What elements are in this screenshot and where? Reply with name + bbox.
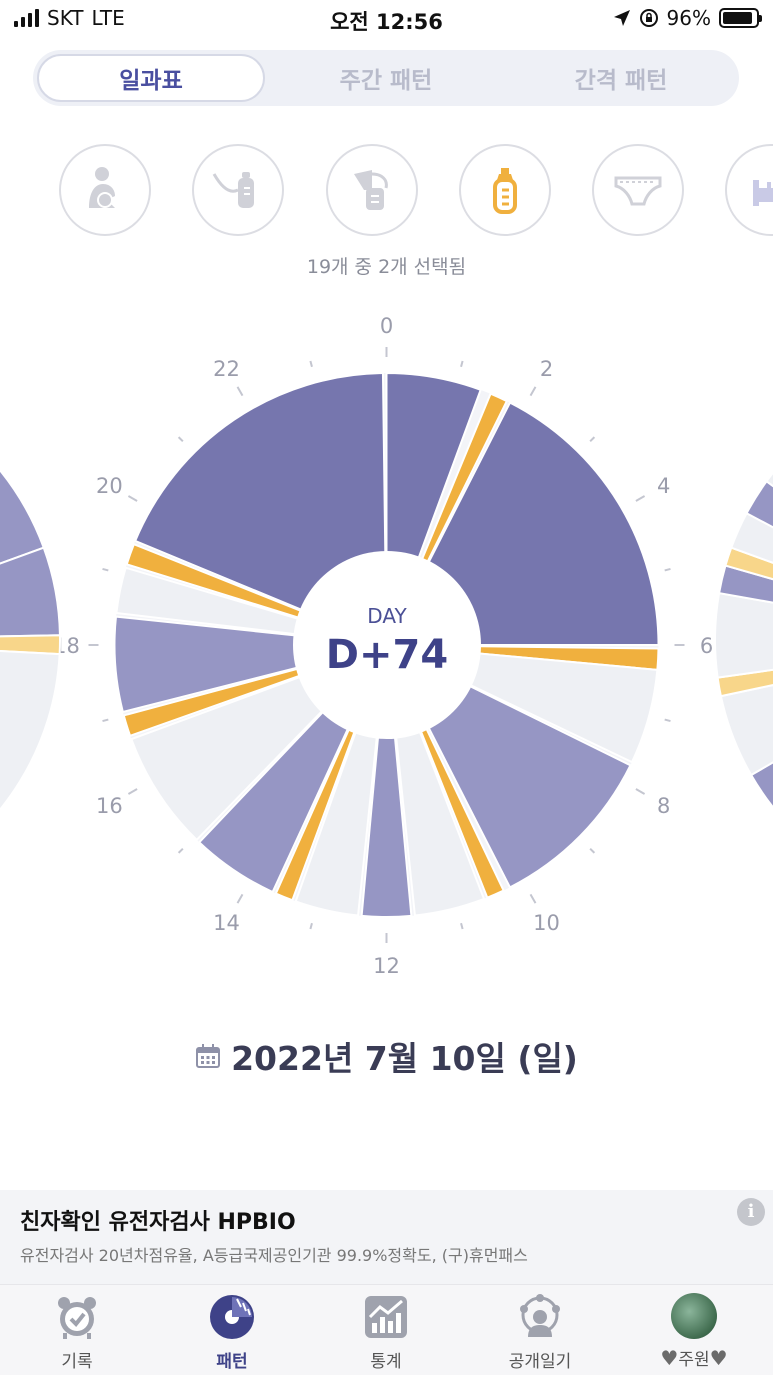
- category-nursing[interactable]: [59, 144, 151, 236]
- hour-label: 4: [657, 474, 670, 498]
- hour-tick: [309, 360, 313, 368]
- tab-statistics-label: 통계: [370, 1352, 402, 1372]
- public-diary-icon: [520, 1294, 560, 1337]
- info-icon[interactable]: i: [737, 1198, 765, 1226]
- ad-banner[interactable]: 친자확인 유전자검사 HPBIO 유전자검사 20년차점유율, A등급국제공인기…: [0, 1190, 773, 1284]
- ad-title: 친자확인 유전자검사 HPBIO: [20, 1210, 296, 1235]
- hour-tick: [177, 847, 184, 854]
- hour-tick: [309, 922, 313, 930]
- avatar: [671, 1293, 717, 1339]
- heart-icon: ♥: [660, 1346, 679, 1370]
- day-label: DAY: [367, 604, 407, 628]
- hour-tick: [236, 386, 244, 397]
- tab-profile[interactable]: ♥주원♥: [634, 1293, 754, 1370]
- status-bar: SKT LTE 오전 12:56 96%: [0, 0, 773, 40]
- view-segment-control: 일과표 주간 패턴 간격 패턴: [33, 50, 739, 106]
- tab-interval-pattern[interactable]: 간격 패턴: [574, 68, 668, 94]
- hour-tick: [635, 495, 646, 502]
- category-bed[interactable]: [725, 144, 773, 236]
- hour-label: 12: [373, 954, 400, 978]
- statistics-icon: [365, 1296, 407, 1338]
- hour-tick: [102, 718, 109, 723]
- hour-tick: [664, 567, 671, 572]
- hour-tick: [589, 847, 596, 854]
- signal-strength-icon: [14, 9, 39, 27]
- hour-tick: [236, 893, 244, 904]
- hour-tick: [102, 567, 109, 572]
- diaper-icon: [614, 176, 662, 206]
- network-type: LTE: [91, 6, 125, 30]
- breast-milk-bottle-icon: [212, 172, 254, 208]
- clock-segment-sleep[interactable]: [360, 644, 413, 918]
- hour-tick: [127, 788, 138, 795]
- selection-count: 19개 중 2개 선택됨: [306, 256, 467, 278]
- tab-record-label: 기록: [61, 1352, 93, 1372]
- hour-label: 6: [700, 634, 713, 658]
- selected-date: 2022년 7월 10일 (일): [231, 1039, 578, 1078]
- hour-label: 2: [540, 357, 553, 381]
- hour-label: 16: [96, 794, 123, 818]
- previous-day-wheel[interactable]: [0, 430, 773, 850]
- date-selector[interactable]: 2022년 7월 10일 (일): [0, 1032, 773, 1080]
- tab-weekly-pattern[interactable]: 주간 패턴: [339, 68, 433, 94]
- location-arrow-icon: [613, 10, 630, 26]
- hour-tick: [589, 436, 596, 443]
- bottom-tab-bar: 기록 패턴 통계 공개일기 ♥주원♥: [0, 1284, 773, 1375]
- carrier-name: SKT: [47, 6, 84, 30]
- battery-icon: [719, 8, 762, 28]
- hour-tick: [177, 436, 184, 443]
- hour-label: 8: [657, 794, 670, 818]
- day-count: D+74: [325, 632, 449, 678]
- alarm-clock-icon: [58, 1297, 96, 1339]
- tab-pattern[interactable]: 패턴: [172, 1293, 292, 1372]
- pattern-chart-icon: [210, 1295, 254, 1339]
- hour-tick: [460, 360, 464, 368]
- bed-icon: [753, 180, 773, 206]
- category-filter-row: [0, 140, 773, 250]
- tab-public-diary-label: 공개일기: [508, 1352, 572, 1372]
- hour-tick: [127, 495, 138, 502]
- hour-tick: [664, 718, 671, 723]
- category-diaper[interactable]: [592, 144, 684, 236]
- hour-tick: [529, 893, 537, 904]
- battery-percent: 96%: [666, 6, 711, 30]
- hour-tick: [460, 922, 464, 930]
- hour-label: 10: [533, 911, 560, 935]
- ad-description: 유전자검사 20년차점유율, A등급국제공인기관 99.9%정확도, (구)휴먼…: [20, 1246, 528, 1265]
- hour-label: 22: [213, 357, 240, 381]
- nursing-icon: [89, 167, 115, 208]
- clock-center: [293, 551, 481, 739]
- tab-pattern-label: 패턴: [216, 1352, 248, 1372]
- tab-statistics[interactable]: 통계: [326, 1293, 446, 1372]
- tab-daily-schedule[interactable]: 일과표: [37, 54, 265, 102]
- hour-label: 20: [96, 474, 123, 498]
- side-wheel-segment: [0, 650, 61, 812]
- heart-icon: ♥: [709, 1346, 728, 1370]
- rotation-lock-icon: [639, 9, 658, 27]
- calendar-icon: [196, 1044, 221, 1068]
- tab-public-diary[interactable]: 공개일기: [480, 1293, 600, 1372]
- tab-profile-label: 주원: [678, 1350, 710, 1370]
- next-day-wheel[interactable]: [0, 430, 773, 850]
- hour-label: 0: [380, 314, 393, 338]
- category-formula[interactable]: [459, 144, 551, 236]
- category-breast-pump[interactable]: [326, 144, 418, 236]
- category-breast-milk[interactable]: [192, 144, 284, 236]
- tab-record[interactable]: 기록: [17, 1293, 137, 1372]
- breast-pump-icon: [354, 170, 388, 210]
- side-wheel-segment: [0, 468, 45, 565]
- side-wheel-segment: [765, 471, 773, 488]
- hour-label: 14: [213, 911, 240, 935]
- hour-tick: [529, 386, 537, 397]
- formula-bottle-icon: [493, 168, 517, 214]
- hour-tick: [635, 788, 646, 795]
- clock-time: 오전 12:56: [330, 10, 443, 34]
- side-wheel-segment: [714, 591, 773, 679]
